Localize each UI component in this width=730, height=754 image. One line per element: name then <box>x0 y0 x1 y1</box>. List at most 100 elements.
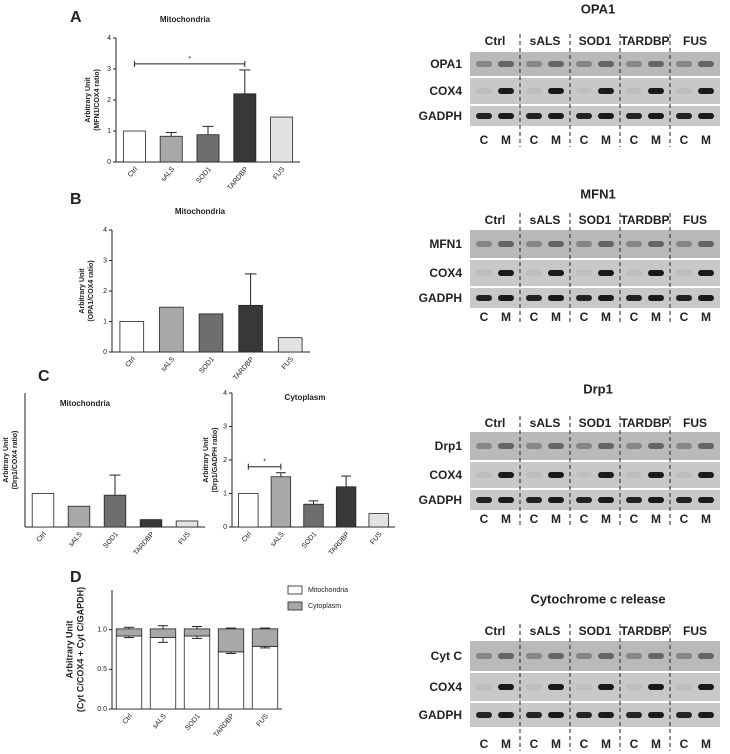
blot-band <box>676 113 692 119</box>
error-bar <box>123 626 135 629</box>
bar <box>198 313 224 353</box>
error-bar <box>225 627 237 629</box>
blot-strip <box>470 288 720 308</box>
blot-band <box>698 443 714 449</box>
fraction-label: C <box>580 310 589 324</box>
error-bar <box>239 69 251 94</box>
blot-band <box>476 270 492 276</box>
blot-band <box>526 113 542 119</box>
blot-band <box>698 295 714 301</box>
fraction-label: M <box>651 133 661 147</box>
blot-band <box>576 472 592 478</box>
lane-label: FUS <box>683 34 707 48</box>
blot-band <box>476 241 492 247</box>
blot-band <box>548 88 564 94</box>
lane-label: FUS <box>683 416 707 430</box>
blot-band <box>498 684 514 690</box>
lane-label: SOD1 <box>579 213 612 227</box>
fraction-label: C <box>680 737 689 751</box>
blot-band <box>498 88 514 94</box>
lane-label: SOD1 <box>579 416 612 430</box>
fraction-label: M <box>701 737 711 751</box>
blot-band <box>626 472 642 478</box>
blot-band <box>498 472 514 478</box>
blot-band <box>626 270 642 276</box>
blot-band <box>498 295 514 301</box>
blot-band <box>648 443 664 449</box>
error-bar <box>308 500 319 505</box>
blot-band <box>548 684 564 690</box>
lane-label: SOD1 <box>579 624 612 638</box>
blot-band <box>576 443 592 449</box>
lane-label: TARDBP <box>620 624 669 638</box>
bar-segment <box>115 628 143 637</box>
blot-band <box>598 88 614 94</box>
blot-band <box>476 497 492 503</box>
blot-band <box>476 684 492 690</box>
lane-label: sALS <box>530 416 561 430</box>
blot-band <box>498 443 514 449</box>
lane-label: TARDBP <box>620 416 669 430</box>
blot-band <box>548 113 564 119</box>
blot-band <box>476 712 492 718</box>
fraction-label: C <box>680 133 689 147</box>
blot-band <box>626 684 642 690</box>
blot-band <box>648 653 664 659</box>
blot-band <box>598 497 614 503</box>
error-bar <box>276 472 286 477</box>
blot-band <box>626 497 642 503</box>
blot-band <box>676 88 692 94</box>
blot-band <box>598 241 614 247</box>
blot-band <box>526 241 542 247</box>
fraction-label: C <box>530 310 539 324</box>
blot-title: Drp1 <box>583 381 613 396</box>
blot-band <box>598 684 614 690</box>
error-bar <box>244 273 257 306</box>
y-tick-label: 2 <box>103 288 107 295</box>
row-label: OPA1 <box>430 57 462 71</box>
blot-band <box>498 497 514 503</box>
panel-letter: A <box>70 9 82 26</box>
bar <box>368 513 389 528</box>
blot-band <box>698 497 714 503</box>
blot-band <box>526 653 542 659</box>
row-label: COX4 <box>429 468 462 482</box>
fraction-label: M <box>551 133 561 147</box>
blot-band <box>698 88 714 94</box>
y-tick-label: 2 <box>107 97 111 104</box>
blot-band <box>576 295 592 301</box>
y-tick-label: 1 <box>223 490 227 497</box>
fraction-label: C <box>580 133 589 147</box>
y-axis-label: Arbitrary Unit <box>85 77 92 123</box>
blot-title: OPA1 <box>581 1 615 16</box>
fraction-label: M <box>651 737 661 751</box>
fraction-label: C <box>630 512 639 526</box>
blot-title: MFN1 <box>580 186 615 201</box>
fraction-label: M <box>601 310 611 324</box>
lane-label: sALS <box>530 34 561 48</box>
fraction-label: M <box>701 133 711 147</box>
blot-band <box>526 472 542 478</box>
blot-band <box>598 472 614 478</box>
blot-band <box>576 88 592 94</box>
y-axis-label: (Drp1/COX4 ratio) <box>12 431 19 490</box>
bar <box>103 494 127 528</box>
panel-letter: B <box>70 191 82 208</box>
blot-band <box>648 113 664 119</box>
y-axis-label: (MFN1/COX4 ratio) <box>94 69 101 131</box>
y-tick-label: 4 <box>107 35 111 42</box>
blot-band <box>598 270 614 276</box>
fraction-label: C <box>630 133 639 147</box>
blot-band <box>548 270 564 276</box>
blot-band <box>576 61 592 67</box>
bar <box>238 493 259 528</box>
row-label: COX4 <box>429 266 462 280</box>
bar-segment <box>217 651 245 710</box>
blot-band <box>626 653 642 659</box>
blot-band <box>548 497 564 503</box>
fraction-label: M <box>501 512 511 526</box>
blot-band <box>648 712 664 718</box>
lane-label: SOD1 <box>579 34 612 48</box>
error-bar <box>157 637 169 643</box>
fraction-label: M <box>501 737 511 751</box>
